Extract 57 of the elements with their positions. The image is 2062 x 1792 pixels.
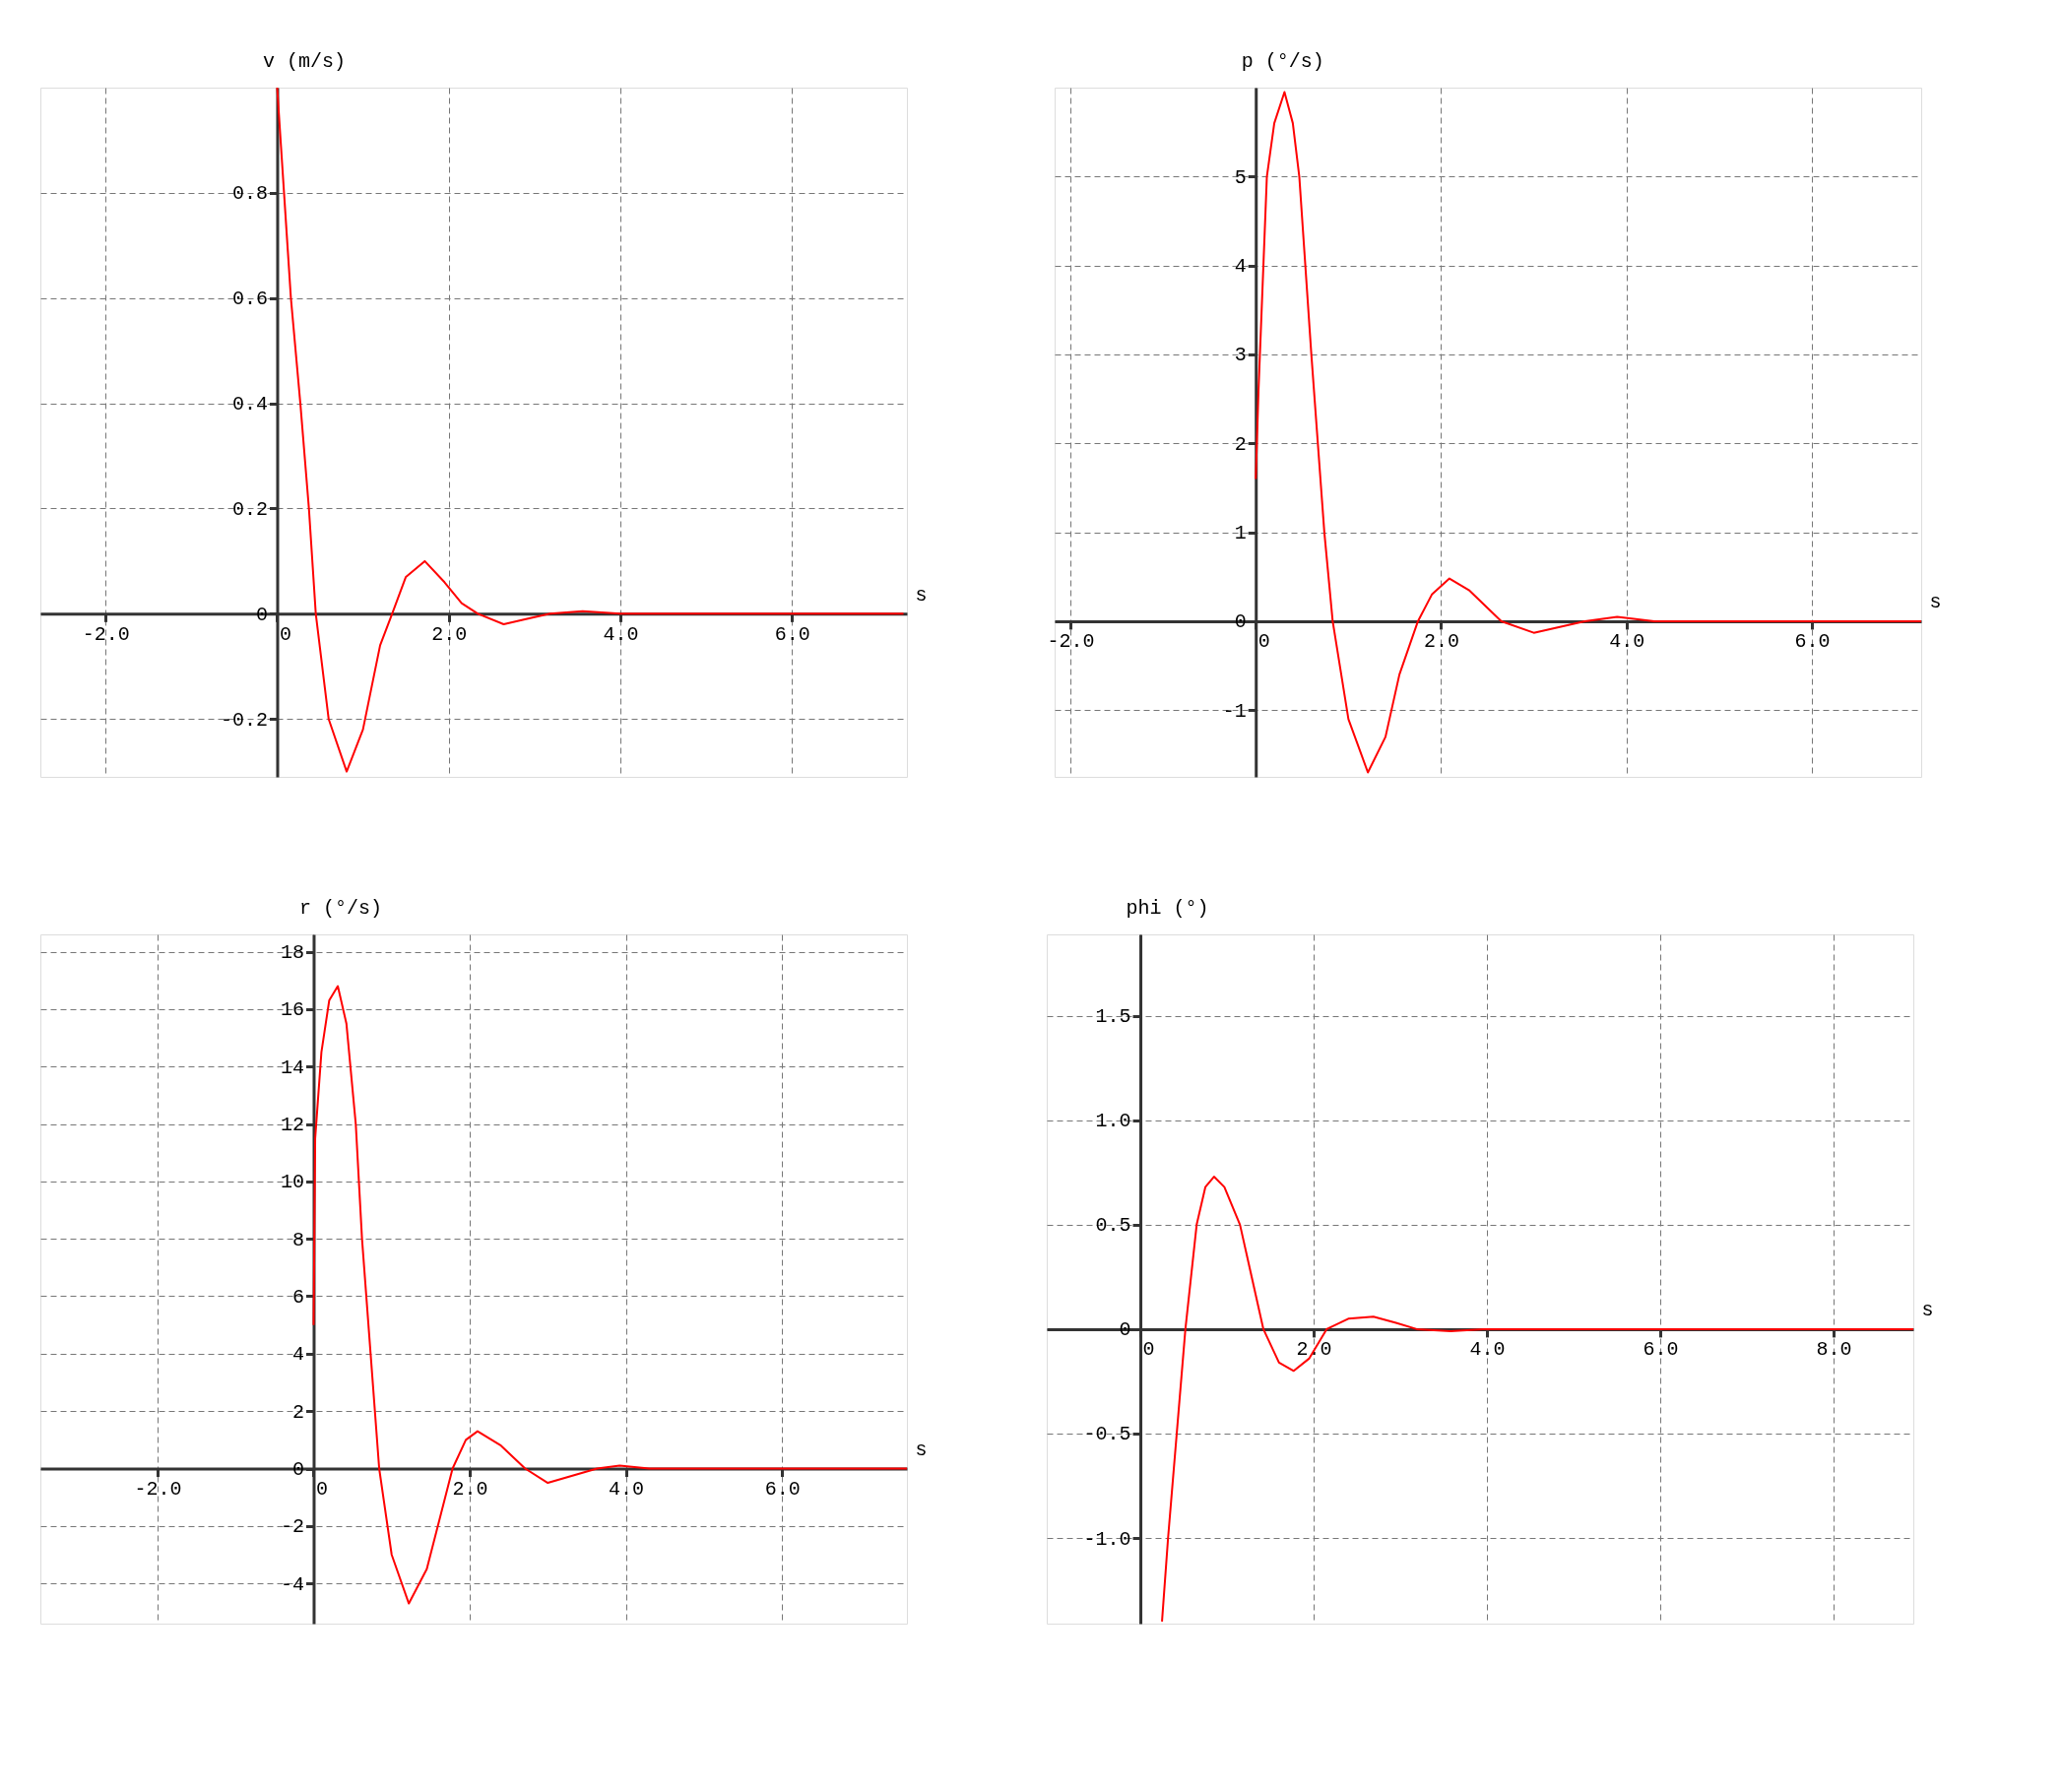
y-tick-label: 10 [280,1171,304,1194]
x-tick-label: -2.0 [82,622,130,646]
y-tick-label: 18 [280,941,304,964]
y-axis-title: r (°/s) [298,896,382,920]
y-tick-label: 0.2 [231,497,268,521]
y-tick-label: 16 [280,998,304,1022]
y-tick-label: -1 [1222,699,1247,723]
y-axis-title: phi (°) [1126,896,1209,920]
y-tick-label: 12 [280,1114,304,1136]
y-tick-label: 0.6 [231,288,268,311]
y-tick-label: 1.5 [1095,1005,1131,1029]
line-series [1255,91,1921,774]
x-tick-label: 6.0 [1643,1338,1679,1362]
y-tick-label: 1.0 [1095,1110,1131,1133]
x-tick-label: 4.0 [1609,630,1645,654]
x-axis-title: s [1921,1299,1934,1322]
y-axis-title: p (°/s) [1241,49,1324,73]
x-tick-label: 8.0 [1816,1338,1852,1362]
x-axis-title: s [915,583,928,607]
x-tick-label: 4.0 [1469,1338,1506,1362]
x-tick-label: 4.0 [603,622,639,646]
line-series [1161,1176,1913,1623]
x-tick-label: 2.0 [1423,630,1459,654]
x-tick-label: 0 [1142,1338,1155,1362]
y-tick-label: -2 [280,1515,304,1539]
y-tick-label: 5 [1234,165,1247,189]
x-tick-label: 0 [315,1478,328,1501]
y-tick-label: 14 [280,1056,304,1079]
y-tick-label: 6 [291,1286,304,1309]
x-axis-title: s [1929,591,1942,614]
x-tick-label: 2.0 [431,622,468,646]
y-tick-label: -4 [280,1572,304,1596]
y-tick-label: 3 [1234,344,1247,367]
x-axis-title: s [915,1439,928,1461]
y-tick-label: -0.2 [220,708,268,732]
line-series [312,985,907,1605]
x-tick-label: -2.0 [1047,630,1095,654]
x-tick-label: 2.0 [452,1478,488,1501]
y-tick-label: 2 [1234,432,1247,456]
x-tick-label: -2.0 [134,1478,182,1501]
y-tick-label: 1 [1234,522,1247,545]
x-tick-label: 0 [1257,630,1270,654]
y-tick-label: 0.5 [1095,1214,1131,1238]
y-tick-label: 4 [291,1343,304,1367]
x-tick-label: 4.0 [609,1478,645,1501]
y-tick-label: -1.0 [1083,1527,1131,1551]
y-tick-label: 8 [291,1228,304,1251]
x-tick-label: 6.0 [774,622,810,646]
y-axis-title: v (m/s) [262,49,346,73]
y-tick-label: 4 [1234,255,1247,279]
y-tick-label: 2 [291,1400,304,1424]
x-tick-label: 6.0 [1794,630,1831,654]
y-tick-label: 0.4 [231,393,268,416]
y-tick-label: -0.5 [1083,1423,1131,1446]
line-series [276,88,905,773]
y-tick-label: 0.8 [231,182,268,206]
x-tick-label: 6.0 [764,1478,801,1501]
